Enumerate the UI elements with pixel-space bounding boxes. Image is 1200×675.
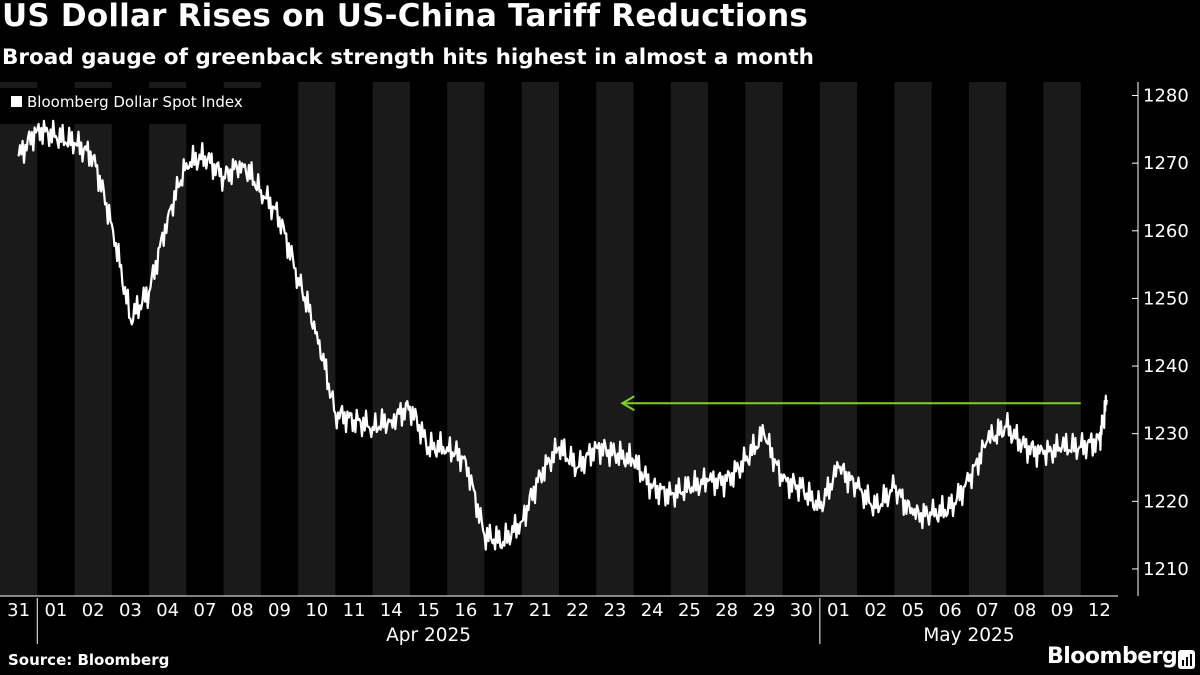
- series-layer: [17, 119, 1108, 551]
- day-band: [223, 82, 261, 596]
- day-band: [819, 82, 858, 596]
- x-tick-label: 09: [1051, 600, 1074, 621]
- x-tick-label: 25: [678, 600, 701, 621]
- x-tick-label: 05: [902, 600, 925, 621]
- x-tick-label: 06: [939, 600, 962, 621]
- x-tick-label: 21: [529, 600, 552, 621]
- x-tick-label: 12: [1088, 600, 1111, 621]
- x-tick-label: 30: [790, 600, 813, 621]
- y-tick-label: 1250: [1143, 288, 1189, 309]
- day-band: [74, 82, 112, 596]
- x-tick-label: 31: [7, 600, 30, 621]
- x-tick-label: 02: [82, 600, 105, 621]
- y-axis: 1210 1220 1230 1240 1250 1260 1270 1280: [1132, 82, 1189, 596]
- y-tick-label: 1270: [1143, 153, 1189, 174]
- brand-logo-text: Bloomberg: [1047, 644, 1178, 669]
- x-tick-label: 24: [641, 600, 664, 621]
- x-tick-label: 03: [119, 600, 142, 621]
- legend-background: [0, 88, 276, 124]
- x-tick-label: 08: [1013, 600, 1036, 621]
- day-band: [670, 82, 709, 596]
- x-tick-label: 01: [44, 600, 67, 621]
- x-tick-label: 16: [454, 600, 477, 621]
- source-note: Source: Bloomberg: [8, 651, 170, 669]
- day-band: [0, 82, 38, 596]
- day-band: [596, 82, 634, 596]
- x-tick-label: 28: [715, 600, 738, 621]
- x-tick-label: 04: [156, 600, 179, 621]
- y-tick-label: 1240: [1143, 356, 1189, 377]
- x-tick-label: 29: [753, 600, 776, 621]
- annotation-arrow-head: [620, 395, 635, 412]
- series-line: [17, 119, 1108, 551]
- x-tick-label: 11: [343, 600, 366, 621]
- annotation-layer: [620, 395, 1081, 412]
- x-tick-label: 09: [268, 600, 291, 621]
- x-tick-label: 07: [976, 600, 999, 621]
- day-band: [968, 82, 1007, 596]
- x-tick-label: 22: [566, 600, 589, 621]
- x-tick-label: 10: [305, 600, 328, 621]
- y-tick-label: 1280: [1143, 86, 1189, 107]
- x-tick-label: 17: [492, 600, 515, 621]
- y-tick-label: 1230: [1143, 424, 1189, 445]
- legend-label: Bloomberg Dollar Spot Index: [27, 93, 243, 111]
- x-tick-label: 01: [827, 600, 850, 621]
- brand-mark-icon: [1178, 650, 1195, 669]
- day-band: [372, 82, 410, 596]
- x-tick-label: 07: [194, 600, 217, 621]
- day-band: [894, 82, 932, 596]
- chart-title: US Dollar Rises on US-China Tariff Reduc…: [2, 0, 809, 34]
- legend: Bloomberg Dollar Spot Index: [0, 88, 276, 124]
- day-band: [521, 82, 559, 596]
- x-tick-label: 23: [603, 600, 626, 621]
- month-label: May 2025: [923, 625, 1014, 646]
- x-axis: 31 01 02 03 04 07 08 09 10 11 14 15 16 17 21 22 23 24 25 28…: [0, 595, 1118, 646]
- y-tick-label: 1220: [1143, 491, 1189, 512]
- month-label: Apr 2025: [386, 625, 471, 646]
- day-bands: [0, 82, 1081, 596]
- chart-subtitle: Broad gauge of greenback strength hits h…: [2, 45, 814, 70]
- x-tick-label: 15: [417, 600, 440, 621]
- y-tick-label: 1210: [1143, 559, 1189, 580]
- x-tick-label: 08: [231, 600, 254, 621]
- x-tick-label: 02: [864, 600, 887, 621]
- day-band: [149, 82, 187, 596]
- y-tick-label: 1260: [1143, 221, 1189, 242]
- day-band: [1043, 82, 1081, 596]
- x-tick-label: 14: [380, 600, 403, 621]
- legend-swatch: [11, 96, 22, 107]
- day-band: [745, 82, 783, 596]
